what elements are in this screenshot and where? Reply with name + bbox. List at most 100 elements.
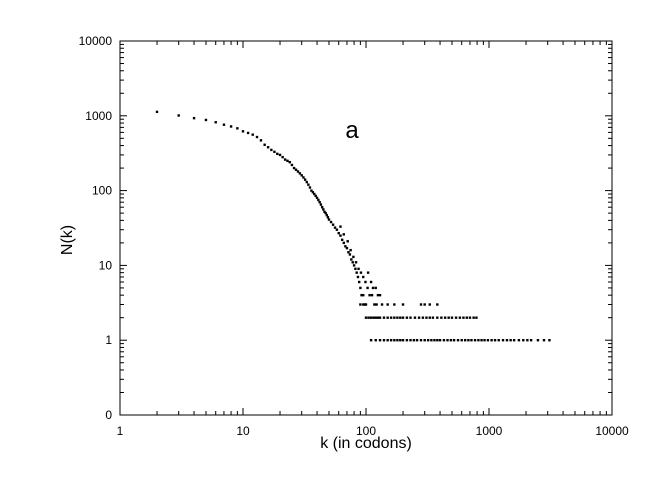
data-point <box>409 339 412 342</box>
data-point <box>415 339 419 342</box>
y-tick-label: 10 <box>99 258 113 272</box>
data-point <box>349 248 352 252</box>
data-point <box>348 253 352 256</box>
x-tick-label: 1000 <box>476 424 503 438</box>
data-point <box>366 286 369 290</box>
data-point <box>452 339 456 342</box>
data-point <box>413 316 417 319</box>
data-point <box>480 339 483 342</box>
x-tick-label: 10 <box>236 424 250 438</box>
data-point <box>286 159 289 163</box>
data-point <box>372 316 375 319</box>
data-point <box>323 210 326 214</box>
data-point <box>263 143 266 146</box>
data-point <box>354 267 357 271</box>
data-point <box>405 316 409 319</box>
panel-label: a <box>345 117 359 144</box>
data-point <box>362 293 365 297</box>
data-point <box>475 316 478 319</box>
data-point <box>369 339 373 342</box>
data-point <box>305 180 308 184</box>
data-point <box>467 339 470 342</box>
data-point <box>465 316 469 319</box>
data-point <box>337 231 340 235</box>
data-point <box>346 240 349 243</box>
data-point <box>456 339 460 342</box>
data-point <box>409 316 412 319</box>
data-point <box>314 194 317 198</box>
data-point <box>426 339 430 342</box>
data-point <box>294 168 298 171</box>
data-point <box>276 152 279 156</box>
data-point <box>501 339 505 342</box>
data-point <box>351 261 354 264</box>
data-point <box>472 316 475 319</box>
data-point <box>386 316 389 319</box>
plot-frame <box>119 40 613 416</box>
data-point <box>222 123 226 126</box>
data-point <box>352 264 356 267</box>
data-point <box>470 339 473 342</box>
data-point <box>368 293 371 297</box>
data-point <box>393 316 396 319</box>
data-point <box>270 148 273 152</box>
data-point <box>192 116 196 120</box>
y-tick-label: 10000 <box>79 34 113 48</box>
data-point <box>386 339 389 342</box>
data-point <box>259 139 263 142</box>
data-point <box>340 238 344 241</box>
data-point <box>382 339 386 342</box>
data-point <box>214 121 217 124</box>
data-point <box>359 271 363 274</box>
plot-frame-group <box>119 40 613 416</box>
data-point <box>417 316 421 319</box>
data-point <box>399 316 402 319</box>
y-tick-label: 0 <box>105 408 112 422</box>
data-point <box>369 280 373 284</box>
data-point <box>419 339 423 342</box>
data-point <box>344 245 347 248</box>
data-point <box>393 339 396 342</box>
data-point <box>433 339 436 342</box>
data-point <box>378 316 382 319</box>
data-point <box>322 208 325 211</box>
data-point <box>483 339 486 342</box>
data-point <box>371 286 375 290</box>
data-point <box>522 339 525 342</box>
data-point <box>428 303 431 306</box>
data-point <box>307 183 310 186</box>
data-point <box>393 303 396 306</box>
data-point <box>266 146 270 149</box>
data-point <box>357 267 360 271</box>
axis-ticks-group <box>119 40 613 416</box>
data-point <box>313 192 316 196</box>
data-point <box>436 316 439 319</box>
data-point <box>255 135 259 139</box>
x-tick-label: 100 <box>356 424 376 438</box>
data-point <box>389 316 393 319</box>
data-point <box>454 316 458 319</box>
data-point <box>364 303 368 306</box>
data-point <box>436 339 439 342</box>
data-point <box>512 339 516 342</box>
data-point <box>460 339 463 342</box>
data-point <box>380 303 384 306</box>
data-point <box>412 339 416 342</box>
data-point <box>463 339 467 342</box>
data-point <box>376 293 380 297</box>
data-point <box>446 339 449 342</box>
data-point <box>369 316 373 319</box>
data-point <box>536 339 540 342</box>
data-point <box>273 150 276 154</box>
data-point <box>477 339 480 342</box>
data-point <box>315 196 319 200</box>
data-points-group <box>155 110 551 342</box>
y-axis-title: N(k) <box>59 225 76 255</box>
data-point <box>374 316 377 319</box>
data-point <box>311 191 315 194</box>
data-point <box>155 110 159 114</box>
data-point <box>310 189 313 192</box>
data-point <box>529 339 533 342</box>
data-point <box>389 339 393 342</box>
data-point <box>357 280 361 284</box>
